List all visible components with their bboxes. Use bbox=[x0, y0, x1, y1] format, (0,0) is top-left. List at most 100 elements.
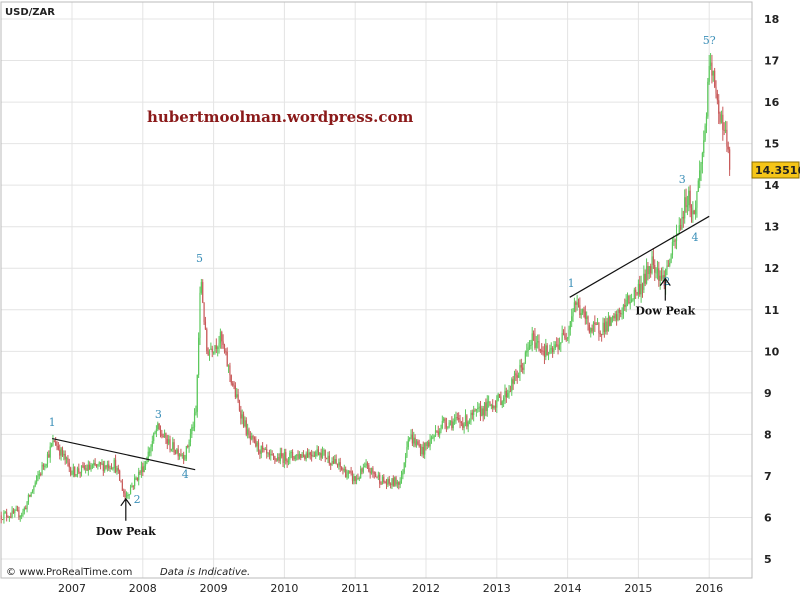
candle-body bbox=[345, 469, 347, 478]
candle-body bbox=[206, 329, 208, 352]
candle-body bbox=[507, 392, 509, 398]
candle-body bbox=[86, 468, 88, 471]
candle-body bbox=[0, 515, 2, 520]
candle-body bbox=[317, 449, 320, 456]
candle-body bbox=[564, 333, 566, 339]
candle-body bbox=[38, 473, 40, 476]
candle-body bbox=[264, 449, 266, 451]
candle-body bbox=[658, 268, 660, 281]
candle-body bbox=[509, 391, 512, 393]
candle-body bbox=[571, 316, 573, 322]
candle-body bbox=[699, 170, 701, 181]
candle-body bbox=[121, 482, 123, 491]
candle-body bbox=[588, 325, 590, 333]
candle-body bbox=[22, 511, 24, 516]
candle-body bbox=[439, 431, 441, 435]
candle-body bbox=[715, 86, 717, 94]
candle-body bbox=[528, 345, 531, 348]
candle-body bbox=[99, 462, 102, 465]
x-tick-label: 2008 bbox=[129, 582, 157, 595]
candle-body bbox=[339, 462, 341, 467]
candle-body bbox=[477, 407, 479, 409]
candle-body bbox=[55, 441, 57, 446]
candle-body bbox=[678, 225, 680, 235]
candle-body bbox=[233, 385, 235, 387]
candle-body bbox=[503, 397, 505, 402]
candle-body bbox=[549, 349, 551, 354]
candle-body bbox=[380, 483, 382, 485]
candle-body bbox=[449, 420, 452, 423]
candle-body bbox=[602, 322, 604, 335]
candle-body bbox=[249, 435, 251, 440]
candle-body bbox=[8, 516, 10, 518]
candle-body bbox=[651, 256, 653, 274]
candle-body bbox=[613, 315, 615, 319]
x-tick-label: 2016 bbox=[695, 582, 723, 595]
candle-body bbox=[135, 477, 137, 479]
candle-body bbox=[78, 468, 80, 473]
candle-body bbox=[211, 348, 213, 353]
candle-body bbox=[479, 406, 482, 417]
candle-body bbox=[381, 476, 384, 485]
candle-body bbox=[162, 436, 164, 438]
candle-body bbox=[485, 402, 487, 412]
candle-body bbox=[429, 439, 431, 447]
wave-label: 3 bbox=[155, 408, 162, 421]
candle-body bbox=[422, 446, 424, 455]
candle-body bbox=[127, 494, 129, 496]
candle-body bbox=[210, 348, 212, 350]
candle-body bbox=[532, 333, 535, 335]
candle-body bbox=[497, 394, 499, 401]
y-tick-label: 13 bbox=[764, 221, 779, 234]
candle-body bbox=[42, 464, 45, 467]
candle-body bbox=[552, 348, 554, 352]
candle-body bbox=[444, 418, 446, 424]
candle-body bbox=[18, 509, 20, 518]
candle-body bbox=[320, 453, 322, 458]
candle-body bbox=[31, 490, 34, 493]
candle-body bbox=[547, 353, 550, 356]
candle-body bbox=[68, 462, 70, 468]
candle-body bbox=[703, 140, 705, 154]
candle-body bbox=[244, 420, 246, 427]
candle-body bbox=[253, 437, 256, 440]
candle-body bbox=[434, 430, 437, 436]
candle-body bbox=[632, 299, 634, 301]
candle-body bbox=[302, 454, 305, 456]
candle-body bbox=[711, 62, 713, 76]
candle-body bbox=[501, 401, 503, 406]
candle-body bbox=[281, 453, 283, 457]
candle-body bbox=[272, 454, 275, 457]
candle-body bbox=[82, 465, 84, 467]
candle-body bbox=[89, 464, 91, 470]
candle-body bbox=[119, 470, 121, 481]
candle-body bbox=[304, 455, 306, 459]
candle-body bbox=[297, 454, 299, 459]
candle-body bbox=[291, 452, 294, 458]
candle-body bbox=[383, 476, 385, 482]
candle-body bbox=[349, 471, 351, 473]
candle-body bbox=[640, 284, 642, 295]
candle-body bbox=[598, 323, 600, 334]
candle-body bbox=[80, 465, 83, 473]
candle-body bbox=[369, 471, 371, 474]
candle-body bbox=[256, 442, 258, 447]
candle-body bbox=[238, 401, 241, 411]
candle-body bbox=[538, 341, 540, 350]
candle-body bbox=[105, 465, 107, 468]
candle-body bbox=[441, 420, 443, 428]
candle-body bbox=[557, 345, 559, 350]
candle-body bbox=[486, 401, 488, 412]
candle-body bbox=[481, 408, 483, 417]
candle-body bbox=[456, 417, 458, 419]
candle-body bbox=[76, 468, 79, 475]
candle-body bbox=[334, 459, 336, 464]
candle-body bbox=[377, 474, 379, 477]
candle-body bbox=[347, 471, 349, 475]
candle-body bbox=[458, 418, 460, 420]
candle-body bbox=[583, 308, 585, 312]
candle-body bbox=[554, 344, 556, 349]
candle-body bbox=[27, 495, 30, 502]
candle-body bbox=[176, 449, 178, 453]
